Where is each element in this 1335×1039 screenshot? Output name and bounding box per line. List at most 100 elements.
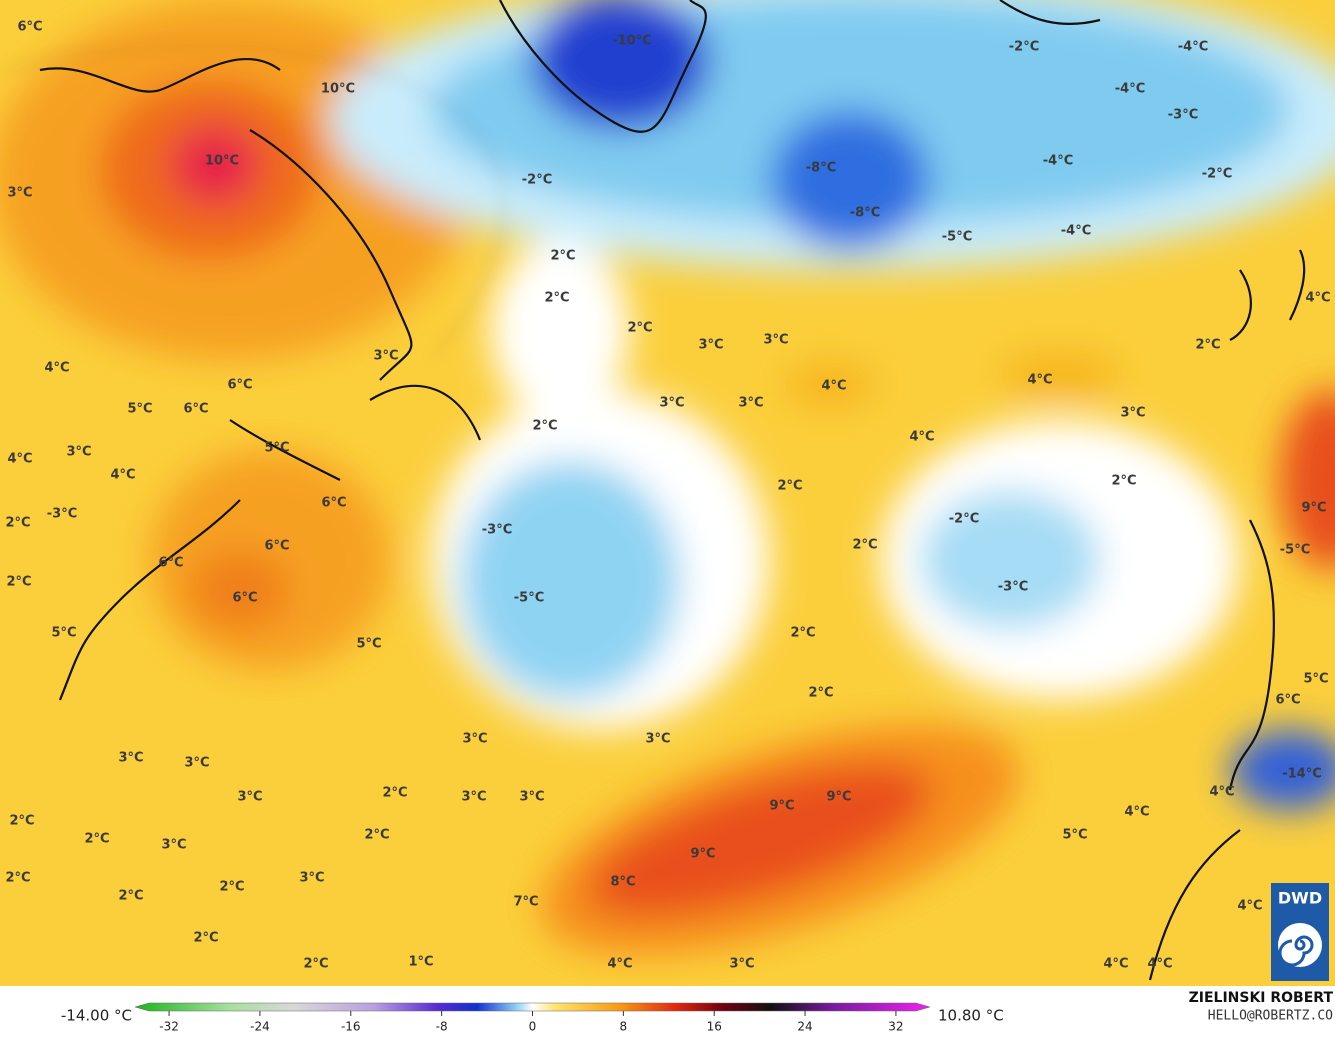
temp-label: 5°C (1062, 828, 1087, 843)
colorbar-tick-label: -16 (341, 1020, 361, 1034)
temp-label: 3°C (1120, 406, 1145, 421)
logo-swirl (1278, 935, 1314, 967)
temp-label: 2°C (790, 626, 815, 641)
temp-label: 10°C (205, 154, 239, 169)
temp-label: 9°C (769, 799, 794, 814)
temp-label: 2°C (118, 889, 143, 904)
temp-label: 3°C (698, 338, 723, 353)
temp-label: 2°C (84, 832, 109, 847)
temp-label: -2°C (949, 512, 979, 527)
temp-label: 2°C (303, 957, 328, 972)
temp-label: 4°C (1124, 805, 1149, 820)
temp-label: 3°C (237, 790, 262, 805)
temp-label: 6°C (1275, 693, 1300, 708)
logo-circle (1278, 923, 1322, 967)
temp-label: 2°C (1111, 474, 1136, 489)
temp-label: 1°C (408, 955, 433, 970)
temperature-labels: 6°C 10°C 10°C -10°C -2°C -4°C -4°C -3°C -4°C -2°C… (5, 20, 1330, 972)
temp-label: 3°C (659, 396, 684, 411)
temp-label: -3°C (998, 580, 1028, 595)
temp-label: 4°C (1027, 373, 1052, 388)
colorbar: -32 -24 -16 -8 0 8 16 24 32 -14.00 °C 10.80 °C (61, 1002, 1004, 1034)
temp-label: -14°C (1282, 767, 1322, 782)
temp-label: 2°C (364, 828, 389, 843)
temp-label: 6°C (232, 591, 257, 606)
temp-label: 2°C (382, 786, 407, 801)
temp-label: -3°C (1168, 108, 1198, 123)
temp-label: 3°C (645, 732, 670, 747)
contours (0, 45, 505, 361)
colorbar-tick-label: 24 (797, 1020, 812, 1034)
temp-label: 4°C (821, 379, 846, 394)
temp-label: 2°C (1195, 338, 1220, 353)
temp-label: 3°C (118, 751, 143, 766)
temp-label: 2°C (777, 479, 802, 494)
temp-label: -2°C (1009, 40, 1039, 55)
temp-label: 4°C (1147, 957, 1172, 972)
temp-label: 2°C (6, 575, 31, 590)
temp-label: 3°C (738, 396, 763, 411)
colorbar-max: 10.80 °C (938, 1007, 1004, 1025)
temp-label: 5°C (51, 626, 76, 641)
temp-label: 3°C (461, 790, 486, 805)
temp-label: 2°C (5, 871, 30, 886)
temp-label: -5°C (514, 591, 544, 606)
colorbar-bar (134, 1002, 931, 1012)
temp-label: 3°C (462, 732, 487, 747)
temp-label: -10°C (612, 34, 652, 49)
contact: HELLO@ROBERTZ.CO (1208, 1009, 1333, 1024)
temp-label: 3°C (66, 445, 91, 460)
temp-label: 3°C (7, 186, 32, 201)
temp-label: 3°C (729, 957, 754, 972)
temp-label: 9°C (826, 790, 851, 805)
temp-label: -4°C (1043, 154, 1073, 169)
temp-label: 4°C (909, 430, 934, 445)
temp-label: 2°C (219, 880, 244, 895)
author: ZIELINSKI ROBERT (1189, 990, 1334, 1006)
temp-label: -8°C (850, 206, 880, 221)
temp-label: 2°C (550, 249, 575, 264)
temp-label: -2°C (522, 173, 552, 188)
temp-label: 3°C (299, 871, 324, 886)
temp-label: 6°C (227, 378, 252, 393)
temp-label: 2°C (544, 291, 569, 306)
temp-label: 9°C (1301, 501, 1326, 516)
temp-label: 6°C (321, 496, 346, 511)
temp-label: 4°C (44, 361, 69, 376)
coastlines (39, 0, 1306, 981)
temp-label: 2°C (532, 419, 557, 434)
temp-label: 2°C (193, 931, 218, 946)
temp-label: -8°C (806, 161, 836, 176)
temp-label: 2°C (9, 814, 34, 829)
colorbar-tick-label: 8 (620, 1020, 628, 1034)
temp-label: -4°C (1178, 40, 1208, 55)
temp-label: 4°C (110, 468, 135, 483)
temp-label: 2°C (808, 686, 833, 701)
temp-label: 4°C (1237, 899, 1262, 914)
temp-label: 5°C (264, 441, 289, 456)
temp-label: 2°C (627, 321, 652, 336)
temp-label: 2°C (852, 538, 877, 553)
dwd-logo: DWD (1271, 883, 1329, 981)
temp-label: 6°C (158, 556, 183, 571)
temp-label: 4°C (607, 957, 632, 972)
temp-label: 6°C (17, 20, 42, 35)
temp-label: 4°C (1103, 957, 1128, 972)
temp-label: 5°C (356, 637, 381, 652)
temp-label: 10°C (321, 82, 355, 97)
temp-label: 7°C (513, 895, 538, 910)
temp-label: 8°C (610, 875, 635, 890)
temp-label: 9°C (690, 847, 715, 862)
temp-label: -3°C (47, 507, 77, 522)
logo-text: DWD (1278, 889, 1322, 908)
temperature-field (0, 0, 1335, 986)
temp-label: 6°C (183, 402, 208, 417)
colorbar-tick-label: -8 (436, 1020, 448, 1034)
temp-label: -5°C (942, 230, 972, 245)
temp-label: 4°C (1209, 785, 1234, 800)
colorbar-tick-label: 16 (707, 1020, 722, 1034)
temp-label: -5°C (1280, 543, 1310, 558)
temp-label: 4°C (7, 452, 32, 467)
colorbar-tick-label: 32 (888, 1020, 903, 1034)
